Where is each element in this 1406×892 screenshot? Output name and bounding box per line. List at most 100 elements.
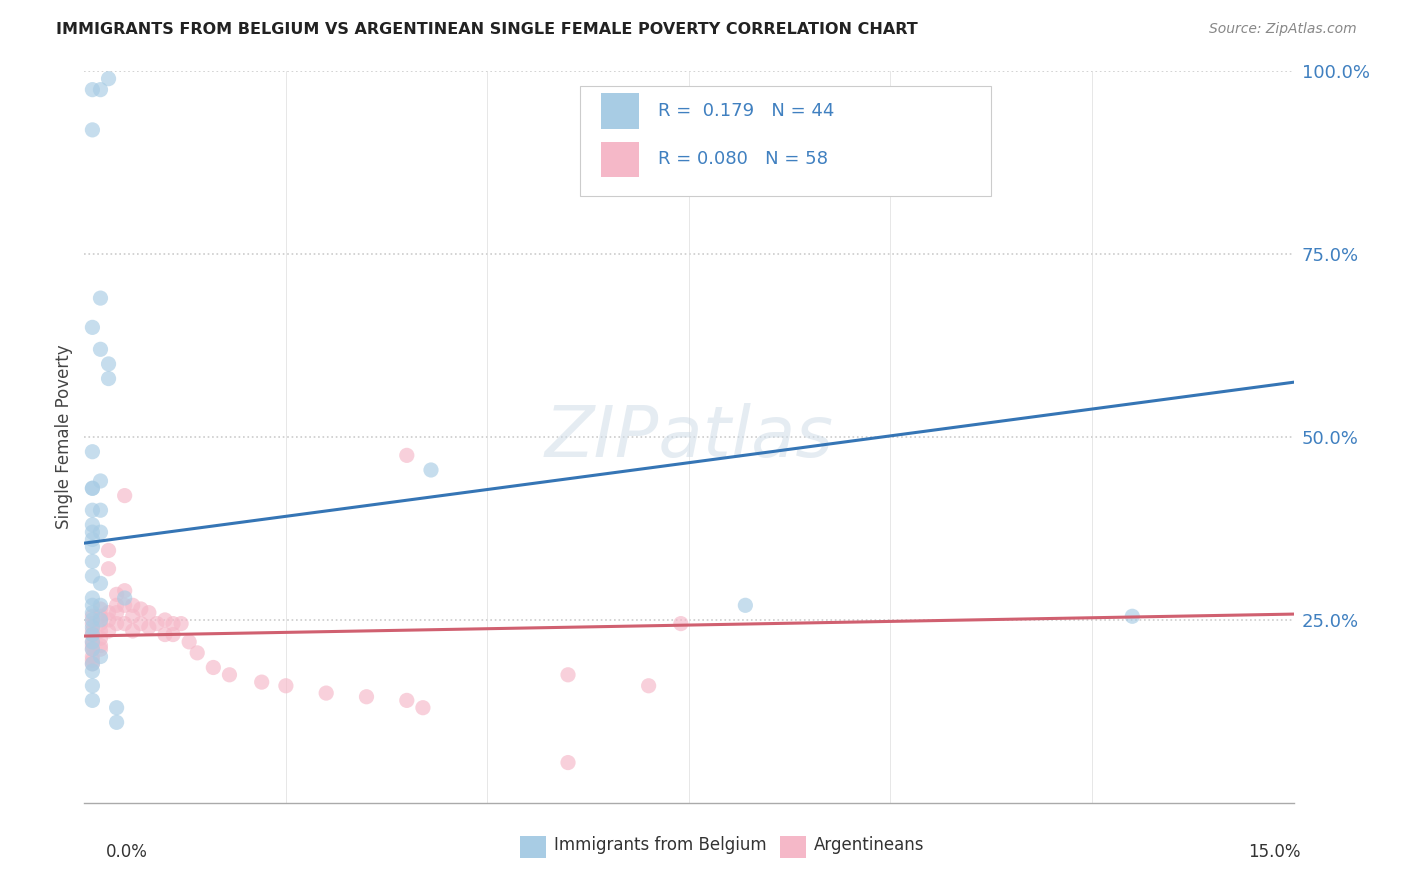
Point: [395, 448, 418, 462]
Point: [420, 463, 443, 477]
Point: [114, 489, 136, 503]
Point: [138, 620, 160, 634]
Point: [82, 444, 104, 458]
Point: [97, 606, 120, 620]
Point: [315, 686, 337, 700]
Point: [89, 83, 111, 97]
Point: [82, 83, 104, 97]
Point: [557, 756, 579, 770]
Point: [274, 679, 297, 693]
Text: IMMIGRANTS FROM BELGIUM VS ARGENTINEAN SINGLE FEMALE POVERTY CORRELATION CHART: IMMIGRANTS FROM BELGIUM VS ARGENTINEAN S…: [56, 22, 918, 37]
Point: [82, 635, 104, 649]
Point: [82, 657, 104, 671]
Point: [89, 343, 111, 357]
Point: [82, 635, 104, 649]
Point: [82, 657, 104, 671]
Point: [89, 642, 111, 657]
Point: [82, 693, 104, 707]
Point: [89, 503, 111, 517]
Point: [82, 599, 104, 613]
Point: [82, 123, 104, 137]
Point: [121, 599, 143, 613]
Point: [250, 675, 273, 690]
Point: [82, 481, 104, 495]
Text: R = 0.080   N = 58: R = 0.080 N = 58: [658, 150, 828, 168]
Point: [82, 620, 104, 634]
Point: [82, 569, 104, 583]
Point: [138, 606, 160, 620]
Text: Immigrants from Belgium: Immigrants from Belgium: [554, 836, 766, 855]
Point: [669, 616, 692, 631]
Point: [186, 646, 208, 660]
Point: [82, 554, 104, 568]
Point: [129, 602, 152, 616]
Point: [82, 649, 104, 664]
Point: [114, 583, 136, 598]
Point: [82, 679, 104, 693]
Point: [82, 642, 104, 657]
FancyBboxPatch shape: [780, 836, 806, 858]
Point: [105, 599, 128, 613]
Point: [89, 609, 111, 624]
Point: [89, 474, 111, 488]
Point: [89, 525, 111, 540]
Point: [82, 616, 104, 631]
Point: [105, 587, 128, 601]
Point: [734, 599, 756, 613]
Point: [82, 503, 104, 517]
Point: [82, 624, 104, 638]
Point: [162, 627, 184, 641]
Point: [153, 613, 176, 627]
Text: 0.0%: 0.0%: [105, 843, 148, 861]
Point: [105, 700, 128, 714]
Point: [82, 591, 104, 605]
Point: [89, 613, 111, 627]
Point: [202, 660, 225, 674]
Point: [89, 602, 111, 616]
Point: [97, 613, 120, 627]
Point: [121, 609, 143, 624]
Point: [97, 357, 120, 371]
Point: [129, 616, 152, 631]
Point: [114, 591, 136, 605]
Point: [89, 632, 111, 646]
Point: [170, 616, 193, 631]
Point: [82, 664, 104, 678]
Point: [82, 320, 104, 334]
Point: [97, 624, 120, 638]
Point: [412, 700, 434, 714]
Point: [105, 616, 128, 631]
Point: [97, 71, 120, 86]
Point: [82, 540, 104, 554]
FancyBboxPatch shape: [600, 142, 640, 177]
Point: [121, 624, 143, 638]
Point: [82, 609, 104, 624]
Point: [179, 635, 201, 649]
Point: [82, 642, 104, 657]
FancyBboxPatch shape: [520, 836, 547, 858]
Point: [105, 606, 128, 620]
Text: ZIPatlas: ZIPatlas: [544, 402, 834, 472]
FancyBboxPatch shape: [600, 94, 640, 128]
Point: [1121, 609, 1143, 624]
Point: [97, 562, 120, 576]
Point: [82, 653, 104, 667]
Point: [89, 291, 111, 305]
Point: [395, 693, 418, 707]
Point: [153, 627, 176, 641]
Point: [89, 616, 111, 631]
Text: Argentineans: Argentineans: [814, 836, 924, 855]
Point: [82, 613, 104, 627]
Point: [97, 371, 120, 385]
Point: [82, 481, 104, 495]
Point: [162, 616, 184, 631]
Point: [89, 624, 111, 638]
Point: [82, 525, 104, 540]
Point: [105, 715, 128, 730]
Point: [89, 649, 111, 664]
Point: [82, 533, 104, 547]
Point: [114, 599, 136, 613]
Point: [114, 616, 136, 631]
Point: [82, 627, 104, 641]
Y-axis label: Single Female Poverty: Single Female Poverty: [55, 345, 73, 529]
